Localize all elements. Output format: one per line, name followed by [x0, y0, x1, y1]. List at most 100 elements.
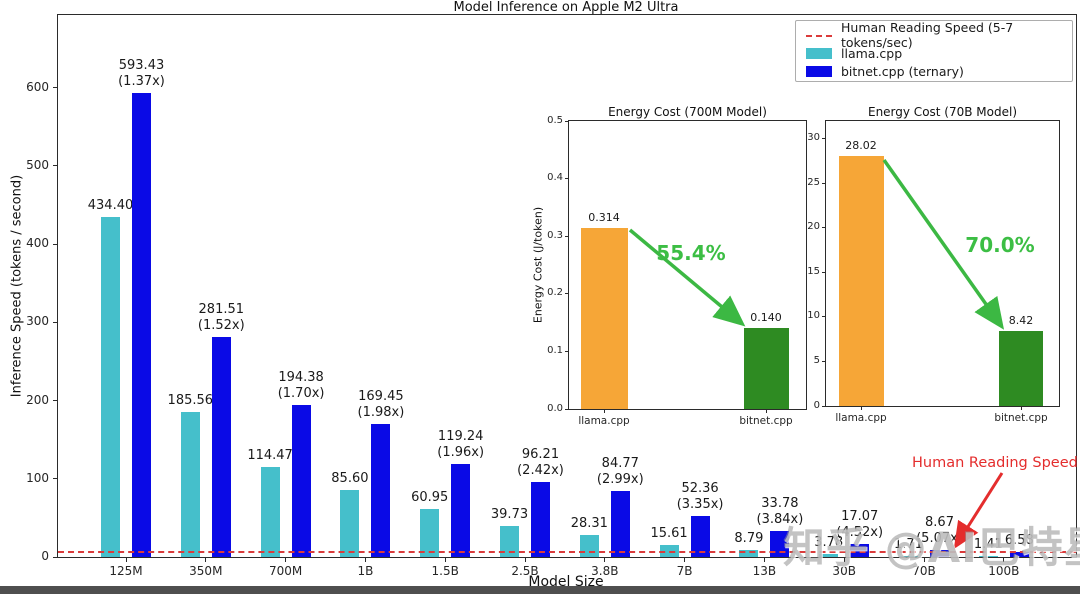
x-tick-label-30B: 30B: [832, 564, 856, 578]
y-tick-label: 20: [807, 221, 820, 233]
y-tick-label: 0: [813, 399, 820, 411]
bar-value-label: 96.21 (2.42x): [517, 446, 564, 478]
x-tick-label-llama.cpp: llama.cpp: [835, 412, 887, 424]
bar-bitnet-7B: [690, 516, 710, 557]
bar-value-label: 85.60: [331, 471, 369, 487]
y-tick-label: 600: [26, 79, 49, 94]
bar-llama-350M: [180, 411, 200, 557]
bar-bitnet.cpp: [999, 331, 1043, 406]
bar-value-label: 114.47: [247, 448, 293, 464]
y-tick-mark: [53, 243, 58, 245]
bar-llama-1B: [340, 490, 360, 557]
bar-value-label: 169.45 (1.98x): [357, 389, 405, 421]
bar-llama-3.8B: [579, 534, 599, 557]
x-tick-label-1.5B: 1.5B: [431, 564, 459, 578]
human-reading-speed-line: [58, 551, 1076, 554]
legend-label: Human Reading Speed (5-7 tokens/sec): [841, 20, 1014, 50]
watermark: 知乎 @AI巴特星球: [783, 523, 1080, 572]
y-tick-mark: [822, 405, 826, 407]
bar-llama-7B: [659, 544, 679, 557]
x-tick-label-350M: 350M: [189, 564, 223, 578]
bar-llama-1.5B: [420, 509, 440, 557]
bar-bitnet-125M: [132, 92, 151, 557]
legend-label: llama.cpp: [841, 45, 903, 61]
x-tick-label-7B: 7B: [676, 564, 693, 578]
bar-llama-100B: [978, 555, 998, 557]
y-tick-label: 300: [26, 314, 49, 329]
y-axis-label: Inference Speed (tokens / second): [9, 174, 25, 398]
x-tick-mark: [1020, 406, 1022, 410]
bar-value-label: 28.31: [570, 515, 608, 531]
y-tick-mark: [822, 182, 826, 184]
y-tick-label: 0.5: [547, 114, 563, 126]
y-tick-label: 0.3: [547, 229, 563, 241]
y-tick-mark: [53, 165, 58, 167]
x-tick-mark: [444, 557, 446, 562]
x-tick-label-3.8B: 3.8B: [591, 564, 619, 578]
chart-title: Model Inference on Apple M2 Ultra: [453, 0, 679, 15]
bar-value-label: 8.67 (5.07x): [916, 515, 963, 547]
reduction-percent-label: 70.0%: [965, 233, 1035, 257]
bar-llama-700M: [260, 467, 280, 557]
x-tick-mark: [763, 557, 765, 562]
x-tick-mark: [364, 557, 366, 562]
y-tick-mark: [53, 321, 58, 323]
bar-value-label: 1.71: [894, 536, 923, 552]
y-tick-label: 0: [41, 549, 49, 563]
y-tick-label: 0.0: [547, 402, 563, 414]
bar-llama.cpp: [580, 228, 628, 409]
x-tick-mark: [603, 409, 605, 413]
x-tick-mark: [1003, 557, 1005, 562]
x-tick-mark: [923, 557, 925, 562]
bar-value-label: 3.78: [814, 535, 844, 551]
bar-value-label: 434.40: [87, 198, 134, 214]
x-tick-mark: [125, 557, 127, 562]
bar-value-label: 593.43 (1.37x): [118, 57, 165, 89]
y-tick-label: 0.4: [547, 172, 563, 184]
bar-bitnet.cpp: [743, 328, 789, 409]
bar-bitnet-3.8B: [610, 490, 630, 557]
bar-bitnet-13B: [770, 530, 790, 557]
inset-title: Energy Cost (70B Model): [867, 105, 1018, 119]
y-tick-mark: [565, 235, 569, 237]
x-tick-label-1B: 1B: [357, 564, 374, 578]
bar-bitnet-2.5B: [531, 481, 550, 557]
x-tick-label-bitnet.cpp: bitnet.cpp: [994, 412, 1048, 424]
bar-value-label: 8.42: [1008, 314, 1034, 328]
color-patch-icon: [806, 65, 832, 77]
bar-value-label: 84.77 (2.99x): [596, 455, 644, 487]
bar-value-label: 194.38 (1.70x): [277, 369, 325, 401]
bar-bitnet-30B: [850, 543, 870, 557]
x-tick-label-700M: 700M: [268, 564, 303, 578]
reduction-percent-label: 55.4%: [656, 241, 726, 265]
y-tick-mark: [822, 316, 826, 318]
x-tick-label-13B: 13B: [752, 564, 777, 578]
x-tick-label-bitnet.cpp: bitnet.cpp: [739, 415, 793, 427]
bar-value-label: 28.02: [845, 139, 877, 153]
y-tick-label: 5: [813, 354, 820, 366]
bar-llama-70B: [899, 555, 918, 557]
x-tick-mark: [604, 557, 606, 562]
x-tick-mark: [524, 557, 526, 562]
y-tick-mark: [822, 271, 826, 273]
bottom-strip: [0, 586, 1080, 594]
bar-value-label: 6.58: [1004, 532, 1034, 548]
y-tick-mark: [565, 350, 569, 352]
bar-value-label: 281.51 (1.52x): [197, 301, 245, 333]
bar-value-label: 52.36 (3.35x): [676, 481, 724, 513]
x-tick-mark: [765, 409, 767, 413]
color-patch-icon: [806, 47, 832, 59]
bar-bitnet-1B: [371, 424, 391, 557]
bar-bitnet-700M: [291, 404, 311, 557]
x-tick-label-70B: 70B: [912, 564, 936, 578]
x-tick-mark: [205, 557, 207, 562]
inset-plot-700m: Energy Cost (700M Model) Energy Cost (J/…: [532, 105, 807, 427]
y-tick-label: 10: [807, 310, 820, 322]
legend-item-bitnet: bitnet.cpp (ternary): [806, 62, 1072, 80]
bar-bitnet-1.5B: [451, 463, 471, 557]
x-tick-label-llama.cpp: llama.cpp: [578, 415, 630, 427]
human-reading-speed-annotation: Human Reading Speed: [912, 455, 1078, 471]
legend: Human Reading Speed (5-7 tokens/sec) lla…: [795, 20, 1073, 82]
legend-label: bitnet.cpp (ternary): [841, 63, 964, 79]
